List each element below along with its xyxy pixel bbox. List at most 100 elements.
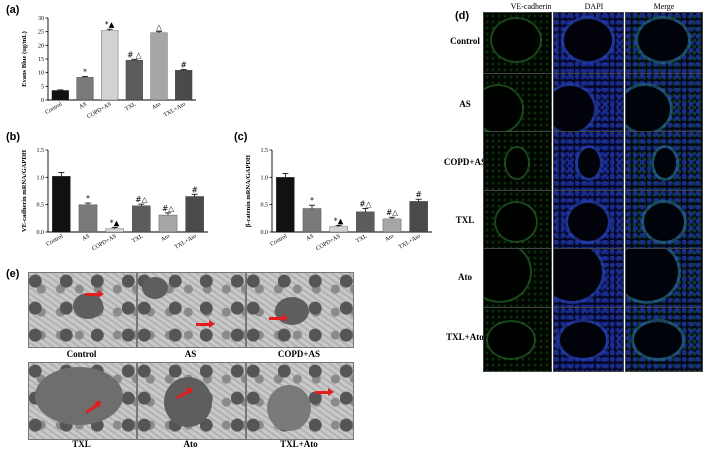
red-arrow-icon [315,388,334,396]
x-tick-label: TXL+Ato [174,234,198,251]
ve-cadherin-image-ato [483,248,552,308]
dapi-image-txl-ato [553,307,624,372]
dapi-image-txl [553,190,624,249]
bar [302,208,322,233]
bar [78,204,98,233]
x-tick-label: AS [78,102,88,111]
significance-marker: * [86,194,90,203]
bar [329,226,348,233]
x-tick-label: TXL [355,233,368,244]
bar [101,30,119,101]
red-arrow-icon [269,314,288,322]
x-tick-label: AS [305,234,315,243]
ve-cadherin-image-control [483,12,552,74]
y-tick-label: 15 [38,57,44,63]
x-tick-label: TXL [131,233,144,244]
em-image-txl [28,362,137,440]
em-label-ato: Ato [183,439,198,449]
y-tick-label: 0 [41,98,44,104]
merge-image-ato [625,248,703,308]
bar [52,176,71,233]
em-image-as [137,272,246,348]
significance-marker: *▲ [110,219,120,228]
merge-image-copd-as [625,131,703,191]
row-label-control: Control [450,36,480,46]
bar [125,59,143,101]
y-axis-label: Evans Blue (ug/mL) [21,31,28,87]
dapi-image-as [553,73,624,132]
bar [175,70,193,101]
dapi-image-control [553,12,624,74]
em-image-ato [137,362,246,440]
x-tick-label: COPD+AS [86,102,112,121]
merge-image-txl-ato [625,307,703,372]
y-tick-label: 0.0 [261,230,269,236]
y-tick-label: 1.0 [37,175,45,181]
y-tick-label: 25 [38,30,44,36]
y-tick-label: 30 [38,16,44,22]
panel-d-label: (d) [455,10,470,22]
dapi-image-ato [553,248,624,308]
significance-marker: #△ [359,199,371,208]
column-label-ve-cadherin: VE-cadherin [510,2,552,11]
row-label-as: AS [459,99,471,109]
y-tick-label: 0.5 [261,203,269,209]
red-arrow-icon [196,320,215,328]
merge-image-control [625,12,703,74]
row-label-txl-ato: TXL+Ato [446,332,484,342]
row-label-ato: Ato [458,272,472,282]
x-tick-label: TXL+Ato [163,102,187,119]
row-label-copd-as: COPD+AS [443,157,487,167]
x-tick-label: Ato [160,234,171,244]
significance-marker: # [181,60,187,69]
bar [105,228,124,233]
panel-a-label: (a) [6,4,20,16]
x-tick-label: COPD+AS [315,234,341,253]
x-tick-label: TXL [124,101,137,112]
panel-c-label: (c) [234,131,248,143]
y-axis-label: VE-cadherin mRNA/GAPDH [21,150,28,232]
significance-marker: # △ [127,50,142,59]
bar [51,90,69,101]
x-tick-label: AS [81,234,91,243]
em-label-as: AS [184,349,197,359]
ve-cadherin-image-txl-ato [483,307,552,372]
significance-marker: #△ [162,204,174,213]
column-label-dapi: DAPI [584,2,604,11]
bar [76,77,94,101]
em-label-copd-as: COPD+AS [277,349,321,359]
bar [132,205,151,233]
significance-marker: *▲ [334,216,344,225]
significance-marker: # [192,185,198,194]
row-label-txl: TXL [455,215,475,225]
y-tick-label: 0.5 [37,203,45,209]
panel-b-label: (b) [6,131,21,143]
y-tick-label: 20 [38,43,44,49]
bar [185,196,204,233]
em-image-txl-ato [246,362,354,440]
significance-marker: * [310,196,314,205]
y-tick-label: 0.0 [37,230,45,236]
em-label-txl-ato: TXL+Ato [280,439,318,449]
y-tick-label: 5 [41,84,44,90]
em-image-control [28,272,137,348]
em-label-control: Control [66,349,97,359]
chart-a: Evans Blue (ug/mL) 0 5 10 15 20 25 30 Control * AS… [21,16,196,121]
significance-marker: #△ [135,195,147,204]
merge-image-txl [625,190,703,249]
panel-d: VE-cadherin DAPI Merge Control AS COPD+A… [444,0,709,372]
significance-marker: * [83,67,87,76]
chart-b: VE-cadherin mRNA/GAPDH 0.0 0.5 1.0 1.5 Contro… [21,148,208,252]
bar [382,218,402,233]
y-tick-label: 10 [38,71,44,77]
ve-cadherin-image-copd-as [483,131,552,191]
x-tick-label: Ato [151,102,162,112]
bar [276,177,295,233]
bar [356,211,375,233]
y-tick-label: 1.0 [261,175,269,181]
ve-cadherin-image-txl [483,190,552,249]
significance-marker: # [416,190,422,199]
panel-e-label: (e) [6,268,20,280]
dapi-image-copd-as [553,131,624,191]
bar [150,32,168,101]
